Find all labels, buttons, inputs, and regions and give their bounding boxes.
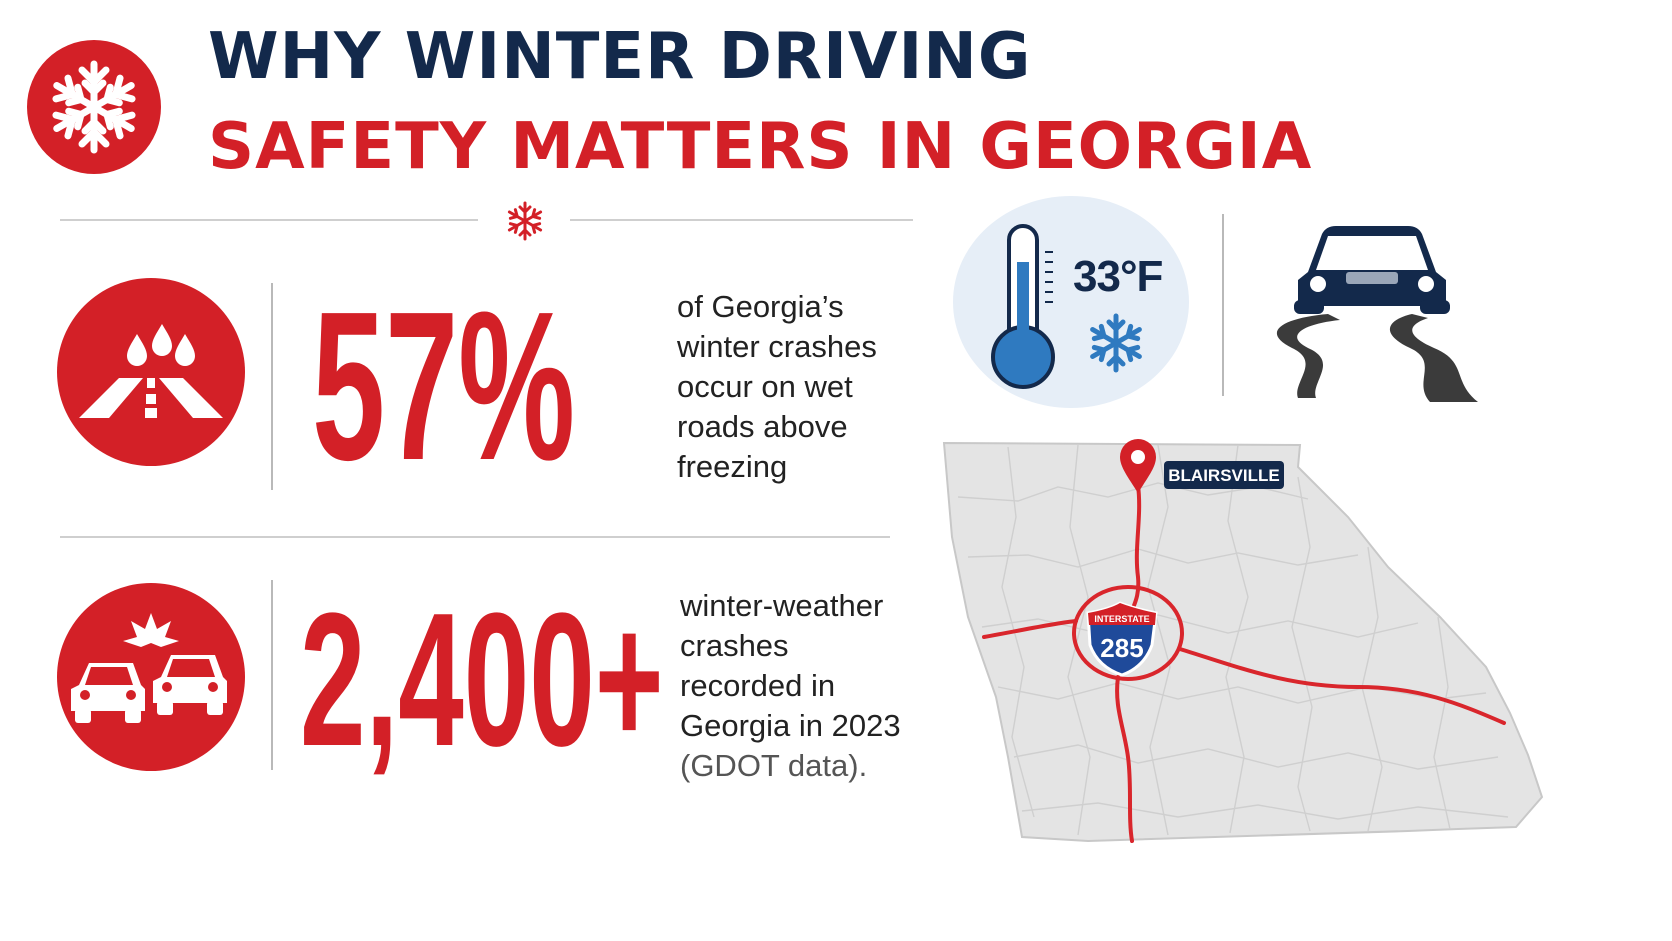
page-title-line1: WHY WINTER DRIVING (208, 20, 1032, 94)
stat1-description: of Georgia’s winter crashes occur on wet… (677, 287, 877, 487)
map-state-outline (942, 441, 1544, 843)
section-divider (60, 536, 890, 538)
snowflake-icon (1083, 313, 1149, 376)
stat2-desc-line: crashes (680, 628, 789, 663)
stat1-desc-line: roads above (677, 409, 848, 444)
stat2-desc-line: Georgia in 2023 (680, 708, 901, 743)
wet-road-badge (57, 278, 245, 466)
temperature-badge: 33°F (953, 196, 1189, 408)
stat2-separator (271, 580, 273, 770)
slippery-car-icon (1276, 226, 1478, 402)
header-snowflake-badge (27, 40, 161, 174)
location-label: BLAIRSVILLE (1164, 461, 1284, 489)
shield-number: 285 (1100, 633, 1143, 663)
stat2-desc-line: recorded in (680, 668, 836, 703)
stat1-desc-line: of Georgia’s (677, 289, 844, 324)
collision-badge (57, 583, 245, 771)
divider-right (570, 219, 913, 221)
icons-separator (1222, 214, 1224, 396)
stat2-desc-line: winter-weather (680, 588, 884, 623)
page-title-line2: SAFETY MATTERS IN GEORGIA (208, 110, 1313, 184)
stat1-desc-line: occur on wet (677, 369, 853, 404)
georgia-map: INTERSTATE 285 BLAIRSVILLE (942, 439, 1544, 843)
snowflake-icon (27, 60, 161, 174)
location-pin-icon (1120, 439, 1156, 493)
location-label-text: BLAIRSVILLE (1168, 466, 1279, 485)
stat2-value: 2,400+ (300, 574, 664, 786)
divider-snowflake-icon (505, 201, 545, 241)
stat2-source: (GDOT data). (680, 748, 868, 783)
car-collision-icon (71, 613, 227, 723)
stat1-desc-line: winter crashes (677, 329, 877, 364)
stat1-separator (271, 283, 273, 490)
stat2-description: winter-weather crashes recorded in Georg… (680, 586, 901, 786)
divider-left (60, 219, 478, 221)
temperature-value: 33°F (1073, 252, 1163, 301)
stat1-desc-line: freezing (677, 449, 788, 484)
thermometer-icon (991, 224, 1055, 389)
stat1-value: 57% (312, 267, 576, 504)
interstate-285-shield: INTERSTATE 285 (1086, 601, 1158, 677)
wet-road-icon (79, 324, 223, 418)
shield-top-label: INTERSTATE (1094, 614, 1149, 624)
